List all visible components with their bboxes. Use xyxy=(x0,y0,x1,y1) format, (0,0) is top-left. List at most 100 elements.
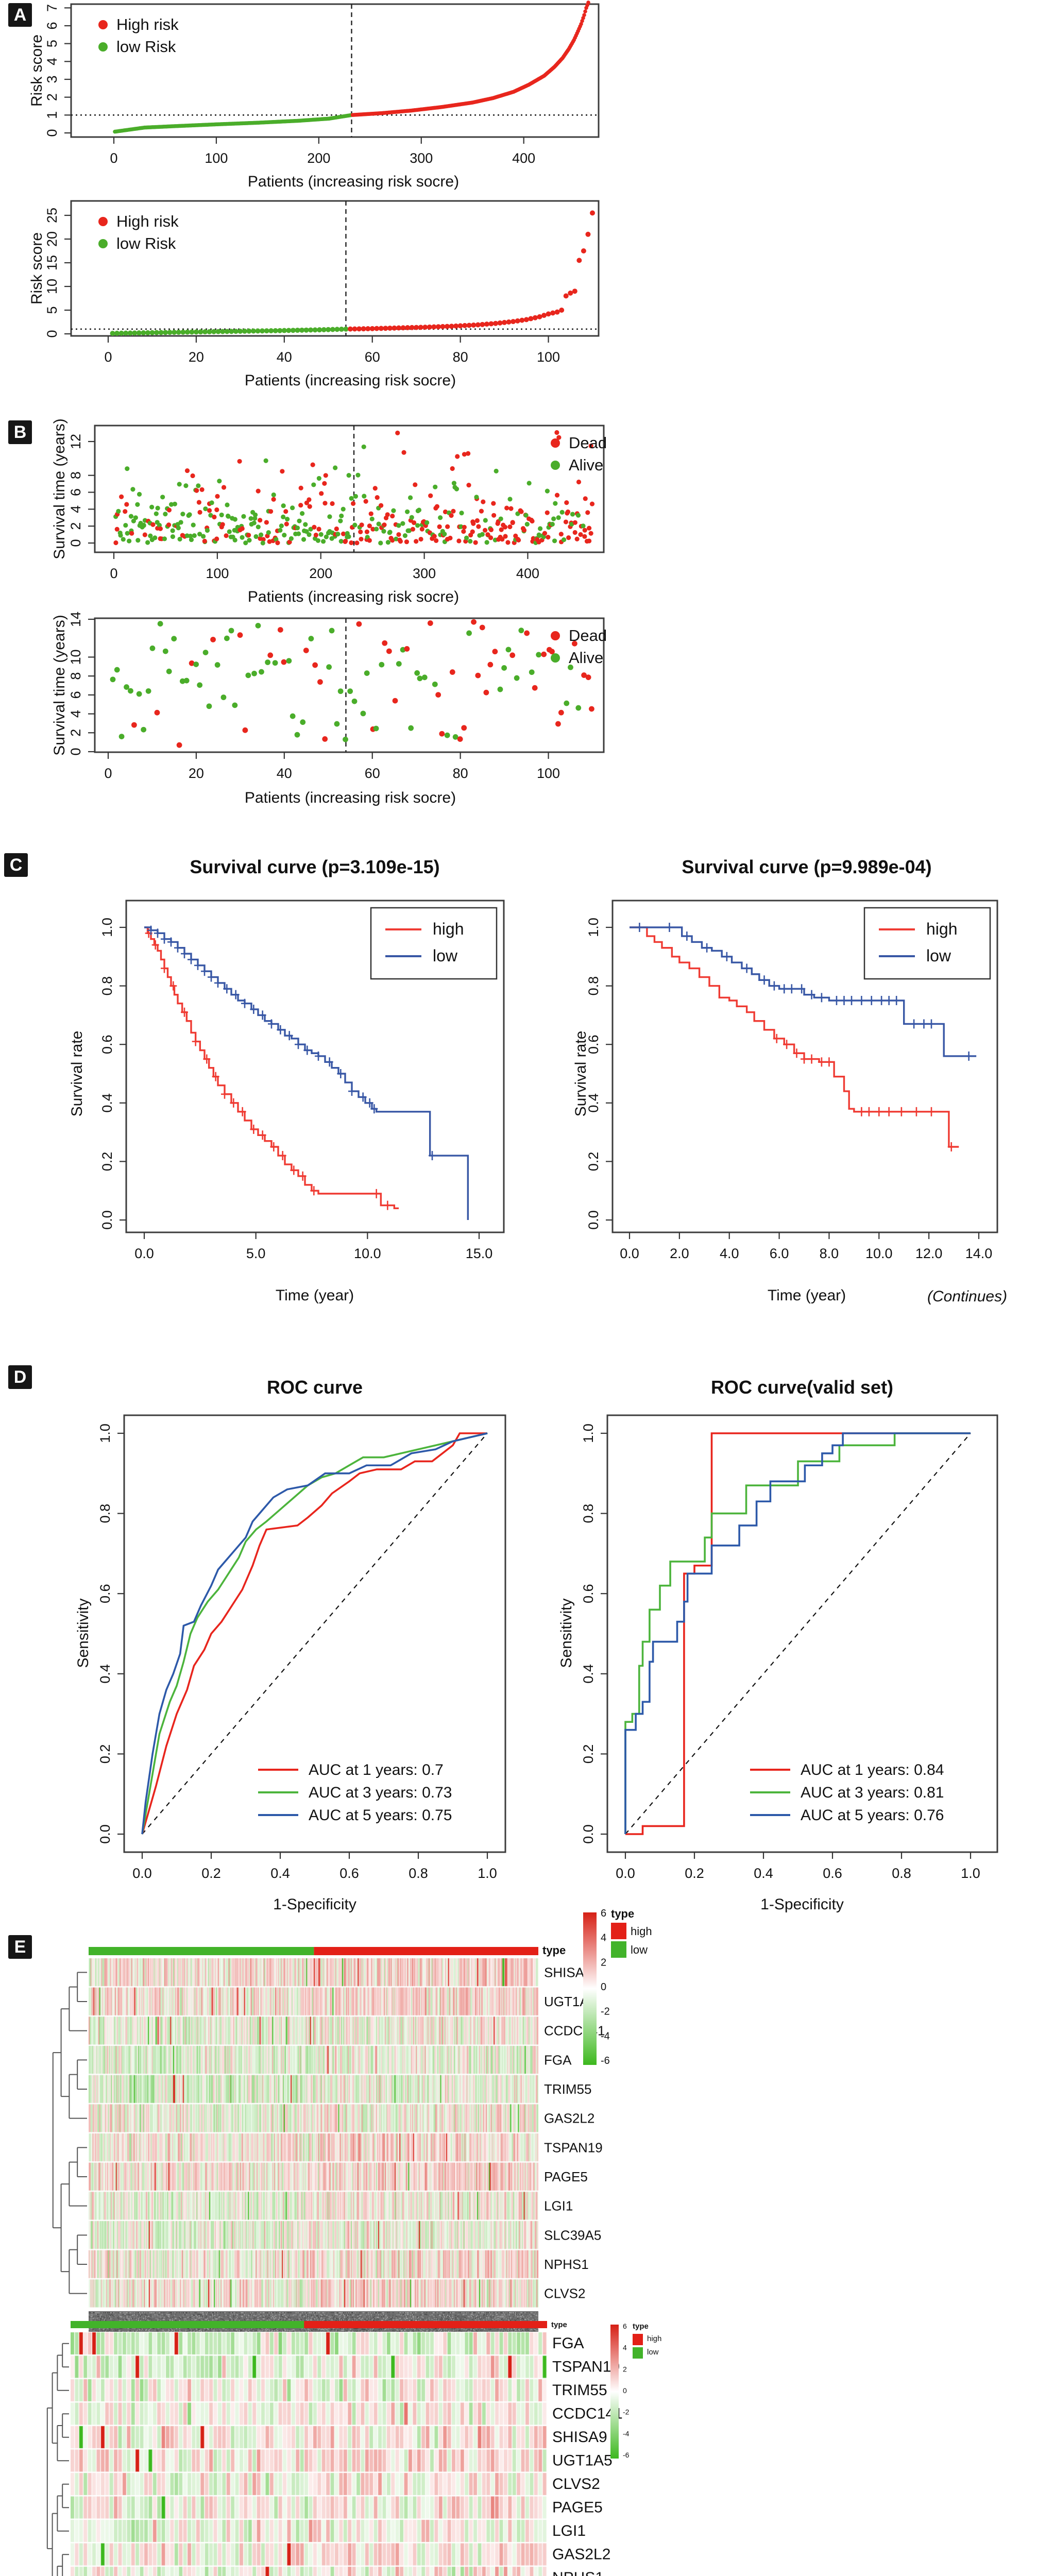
risk-point xyxy=(365,326,371,332)
patient-point xyxy=(358,529,363,535)
risk-point xyxy=(231,122,236,126)
risk-point xyxy=(394,110,398,114)
gene-label: NPHS1 xyxy=(544,2257,589,2272)
patient-point xyxy=(128,688,133,694)
patient-point xyxy=(337,688,344,694)
patient-point xyxy=(192,533,197,538)
y-tick-label: 0 xyxy=(44,330,60,337)
risk-point xyxy=(185,123,190,128)
risk-point xyxy=(526,82,531,87)
risk-point xyxy=(226,122,230,126)
y-tick-label: 6 xyxy=(44,22,60,29)
risk-point xyxy=(214,122,218,127)
risk-point xyxy=(558,58,563,62)
patient-point xyxy=(266,509,271,514)
risk-point xyxy=(315,117,319,122)
patient-point xyxy=(270,538,276,544)
patient-point xyxy=(473,540,478,545)
risk-point xyxy=(182,124,187,128)
risk-point xyxy=(265,120,270,125)
risk-point xyxy=(330,116,334,121)
patient-point xyxy=(551,516,556,521)
risk-point xyxy=(503,92,507,96)
y-tick-label: 0.0 xyxy=(586,1210,601,1230)
risk-point xyxy=(133,127,138,131)
risk-point xyxy=(136,126,141,131)
risk-point xyxy=(159,125,163,129)
patient-point xyxy=(235,524,240,530)
patient-point xyxy=(304,500,309,505)
patient-point xyxy=(462,524,467,530)
patient-point xyxy=(415,508,420,514)
km-train-title: Survival curve (p=3.109e-15) xyxy=(190,856,440,877)
patient-point xyxy=(212,539,218,544)
patient-point xyxy=(582,528,587,533)
x-tick-label: 80 xyxy=(453,766,468,781)
patient-point xyxy=(434,504,439,509)
patient-point xyxy=(433,484,438,489)
patient-point xyxy=(440,533,446,538)
patient-point xyxy=(501,522,506,528)
patient-point xyxy=(215,494,220,499)
risk-point xyxy=(435,324,441,330)
patient-point xyxy=(225,513,231,519)
risk-point xyxy=(443,105,447,109)
risk-point xyxy=(193,123,197,127)
patient-point xyxy=(245,532,250,537)
risk-point xyxy=(200,123,204,127)
patient-point xyxy=(274,537,279,542)
patient-point xyxy=(174,523,179,529)
risk-point xyxy=(440,324,446,329)
risk-point xyxy=(242,121,246,126)
risk-point xyxy=(379,111,383,115)
risk-point xyxy=(294,118,298,123)
patient-point xyxy=(572,520,577,525)
patient-point xyxy=(553,501,558,506)
risk-point xyxy=(226,122,231,126)
patient-point xyxy=(524,630,530,636)
patient-point xyxy=(396,523,401,528)
risk-point xyxy=(348,326,353,332)
risk-point xyxy=(549,67,554,72)
patient-point xyxy=(439,731,445,737)
patient-point xyxy=(208,513,213,518)
risk-point xyxy=(540,75,545,79)
risk-point xyxy=(415,108,419,112)
patient-point xyxy=(217,521,223,527)
patient-point xyxy=(183,483,189,488)
scale-tick: -4 xyxy=(623,2429,630,2437)
patient-point xyxy=(589,501,595,506)
risk-point xyxy=(198,329,203,335)
risk-point xyxy=(395,110,399,114)
patient-point xyxy=(341,506,346,512)
patient-point xyxy=(287,539,292,545)
risk-point xyxy=(528,82,532,87)
risk-point xyxy=(473,99,478,104)
patient-point xyxy=(541,534,546,539)
heatmap-cells-heatmap-train xyxy=(89,1958,538,2308)
risk-point xyxy=(498,94,502,98)
legend-box xyxy=(370,907,498,980)
patient-point xyxy=(319,491,324,496)
risk-point xyxy=(585,3,589,7)
patient-point xyxy=(452,485,457,490)
patient-point xyxy=(184,468,190,473)
risk-point xyxy=(472,100,477,104)
risk-point xyxy=(508,91,513,95)
risk-point xyxy=(267,120,272,124)
risk-point xyxy=(116,129,120,133)
patient-point xyxy=(406,528,412,533)
patient-point xyxy=(271,492,276,498)
patient-point xyxy=(566,535,571,540)
patient-point xyxy=(499,527,504,532)
risk-point xyxy=(578,24,582,28)
patient-point xyxy=(343,538,348,544)
patient-point xyxy=(584,538,590,544)
patient-point xyxy=(335,532,341,537)
patient-point xyxy=(554,493,560,498)
risk-point xyxy=(464,101,469,106)
risk-point xyxy=(555,61,560,66)
patient-point xyxy=(392,698,398,704)
scale-tick: 2 xyxy=(623,2365,627,2373)
patient-point xyxy=(516,537,521,543)
